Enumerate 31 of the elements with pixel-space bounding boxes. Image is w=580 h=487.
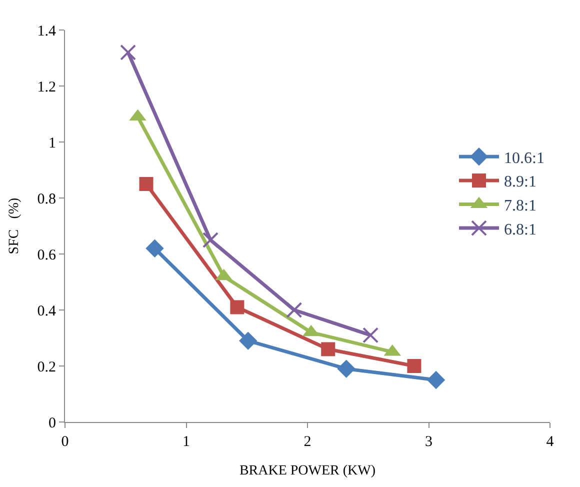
point — [202, 232, 218, 248]
x-axis-title: BRAKE POWER (KW) — [239, 463, 376, 478]
point — [230, 300, 244, 314]
y-axis-title: SFC (%) — [6, 197, 22, 254]
x-tick-label: 1 — [182, 434, 190, 450]
y-tick-label: 1.2 — [37, 79, 56, 96]
point — [238, 332, 258, 350]
point — [426, 370, 446, 390]
legend-label: 8.9:1 — [504, 174, 536, 191]
x-tick-label: 2 — [304, 434, 312, 450]
point — [337, 360, 356, 378]
point — [139, 177, 154, 191]
y-tick-label: 1.4 — [37, 23, 56, 40]
point — [120, 44, 136, 60]
point — [286, 302, 302, 318]
y-tick-label: 0 — [48, 415, 56, 432]
legend-label: 7.8:1 — [504, 198, 536, 214]
x-tick-label: 3 — [425, 434, 432, 450]
point — [362, 327, 379, 344]
y-tick-label: 0.4 — [37, 303, 56, 320]
point — [321, 342, 336, 356]
y-tick-label: 0.6 — [37, 247, 56, 264]
point — [146, 239, 164, 258]
legend-label: 6.8:1 — [504, 221, 536, 238]
legend-label: 10.6:1 — [504, 150, 544, 167]
x-tick-label: 0 — [61, 434, 69, 450]
point — [407, 359, 422, 373]
y-tick-label: 0.2 — [37, 359, 56, 376]
y-tick-label: 0.8 — [37, 191, 56, 208]
y-tick-label: 1 — [48, 135, 56, 152]
x-tick-label: 4 — [546, 434, 554, 450]
